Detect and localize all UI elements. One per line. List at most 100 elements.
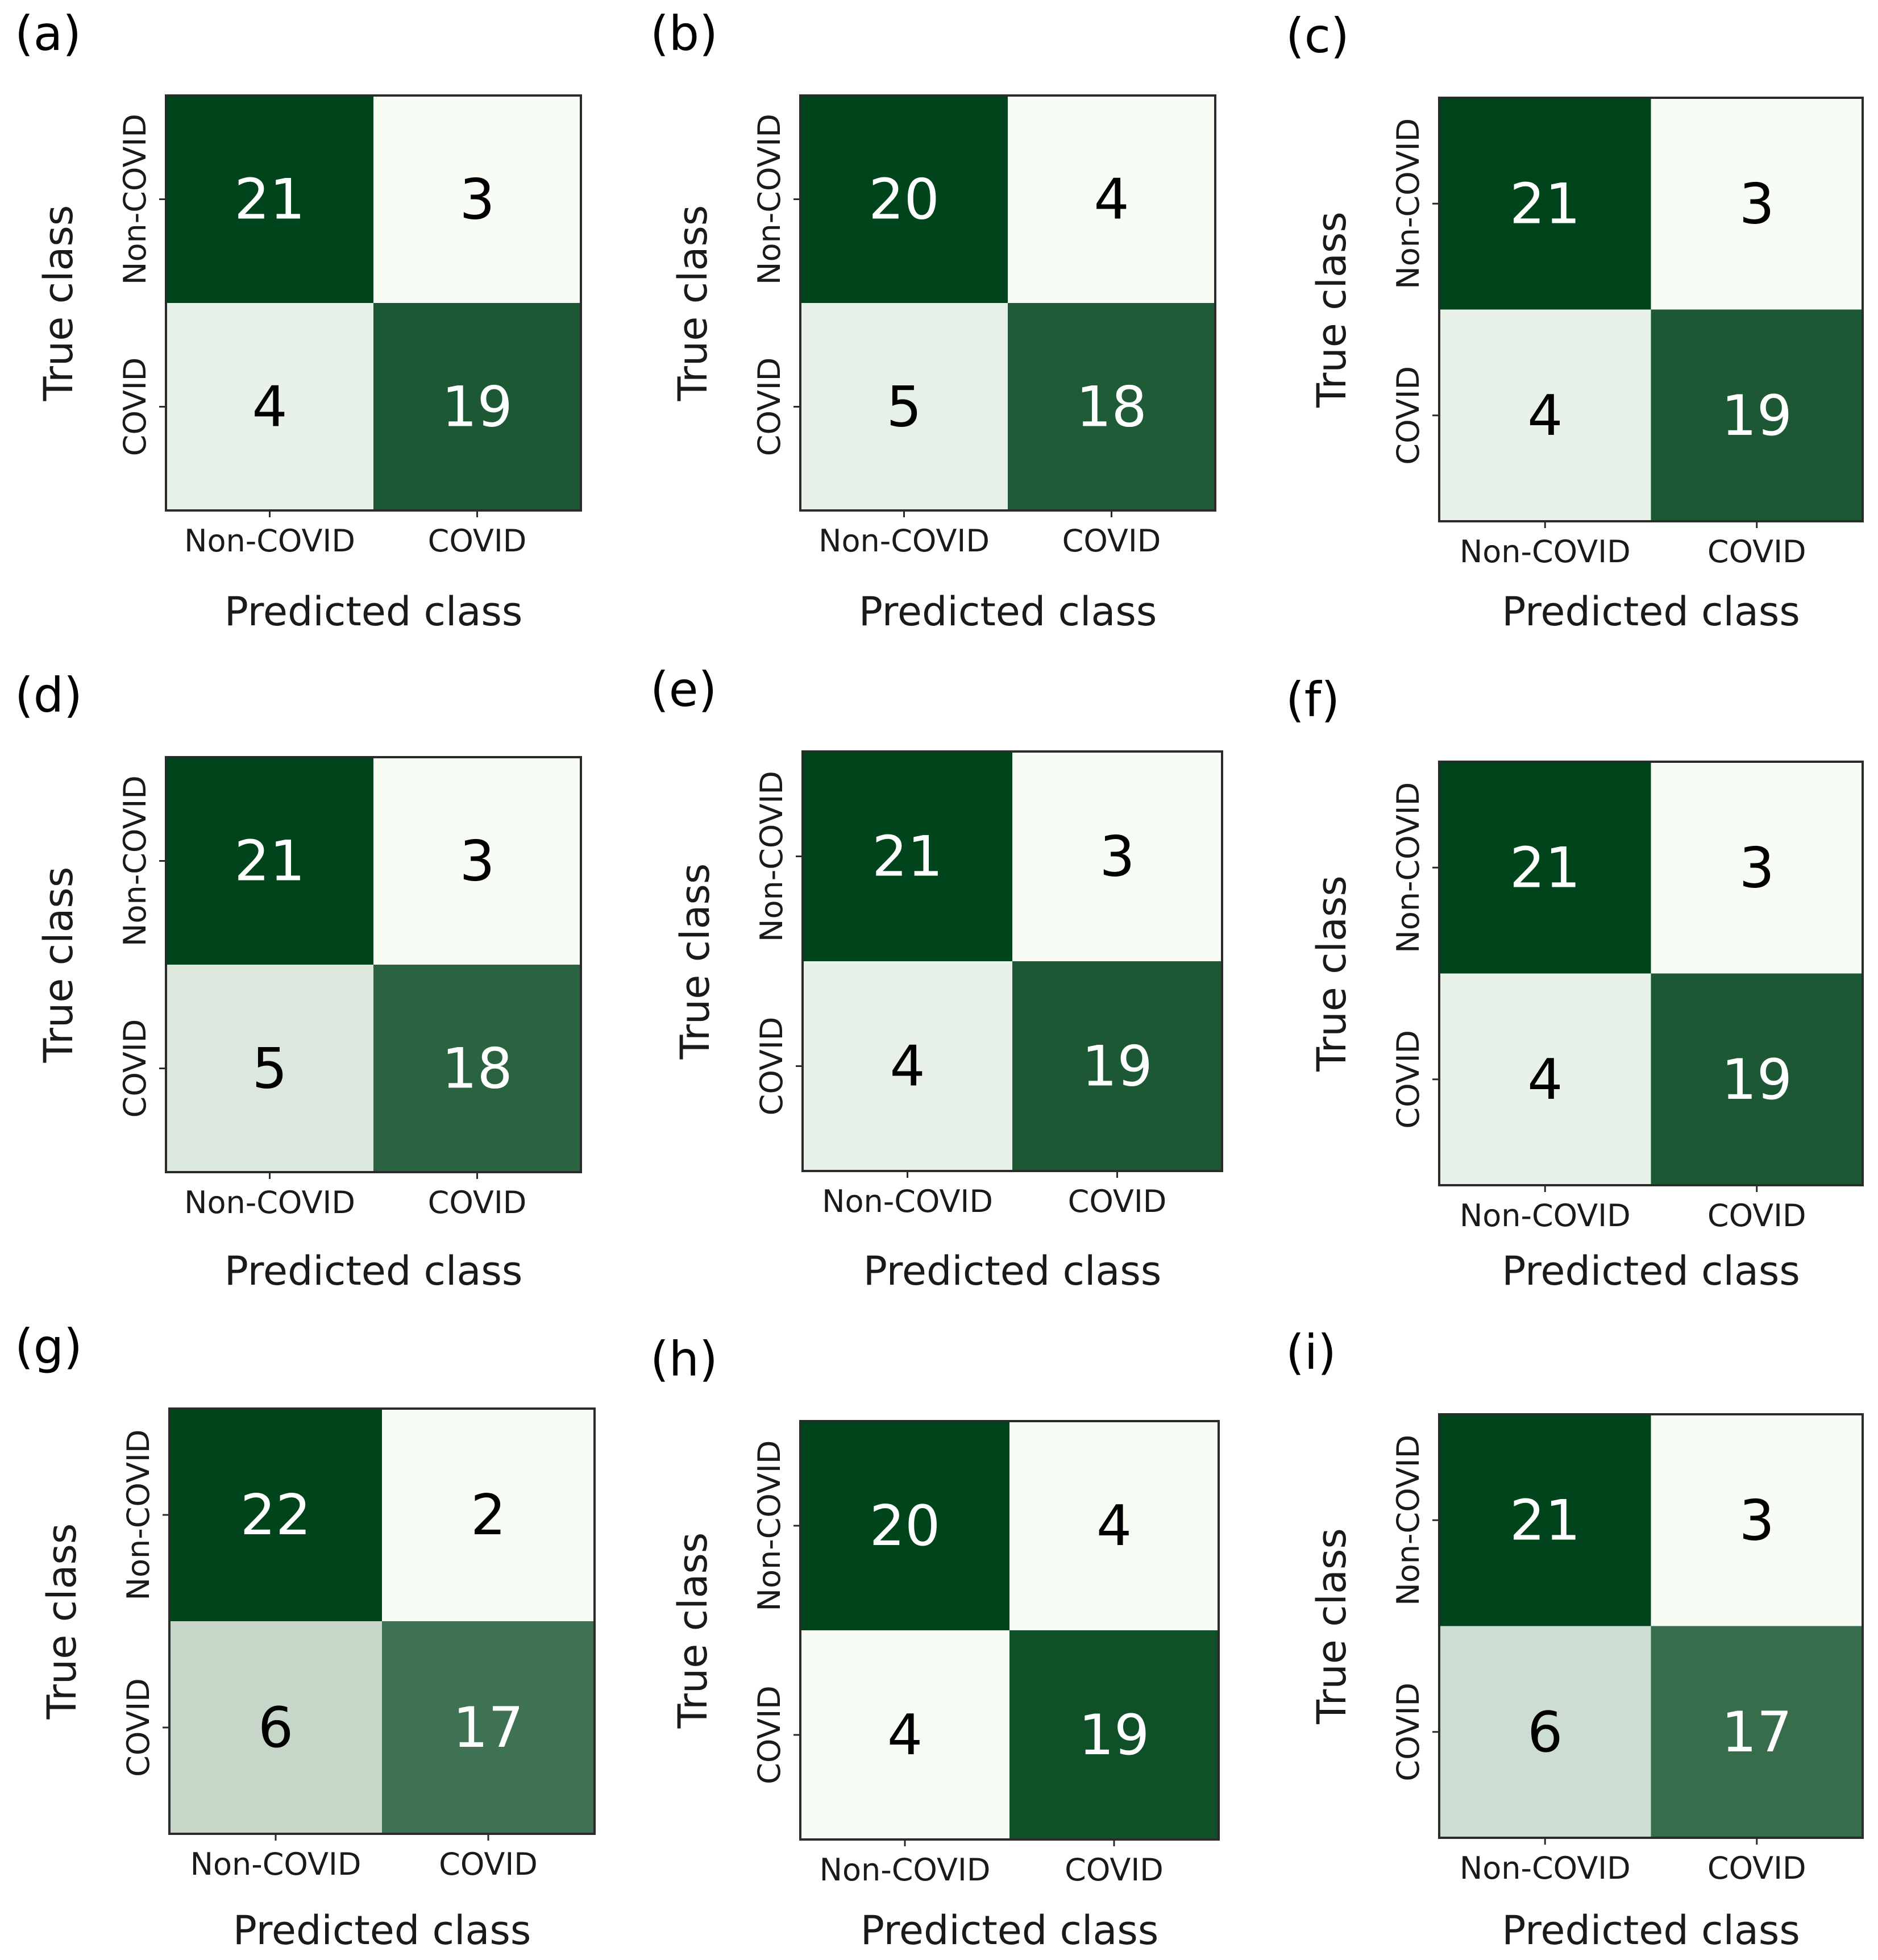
heatmap-cell [1439, 762, 1651, 974]
panel-label: (a) [15, 6, 81, 61]
cell-value-label: 4 [890, 1035, 925, 1099]
heatmap-cell [1651, 1414, 1863, 1626]
heatmap-cell [373, 95, 581, 303]
panel-label: (g) [15, 1319, 82, 1375]
heatmap-cell [803, 751, 1012, 961]
x-tick-label: Non-COVID [1460, 1850, 1631, 1886]
heatmap-cell [1439, 1626, 1651, 1838]
x-tick-label: Non-COVID [822, 1184, 993, 1219]
y-tick-label: COVID [1390, 1030, 1426, 1129]
x-tick-label: Non-COVID [184, 523, 355, 559]
cell-value-label: 4 [887, 1703, 923, 1768]
x-tick-label: Non-COVID [820, 1852, 991, 1888]
cell-value-label: 3 [1739, 172, 1775, 236]
cell-value-label: 21 [1510, 1488, 1581, 1553]
heatmap-cell [1009, 1421, 1219, 1630]
x-tick-label: Non-COVID [818, 523, 990, 559]
cell-value-label: 3 [459, 168, 495, 232]
heatmap-cell [1651, 973, 1863, 1185]
cell-value-label: 21 [1510, 172, 1581, 236]
x-tick-label: COVID [428, 523, 527, 559]
confusion-matrix-panel-h: (h) 20 4 4 19 Non-COVID COVID Non-COVID COVID Pre… [650, 1331, 1220, 1954]
x-axis-title: Predicted class [225, 1248, 523, 1294]
x-tick-label: Non-COVID [190, 1846, 362, 1882]
confusion-matrix-panel-a: (a) 21 3 4 19 Non-COVID COVID Non-COVID COVID Pre… [15, 6, 582, 635]
y-tick-label: Non-COVID [1390, 782, 1426, 953]
heatmap-cell [1651, 1626, 1863, 1838]
heatmap-cell [373, 965, 581, 1172]
y-tick-label: Non-COVID [1390, 118, 1426, 289]
heatmap-cell [373, 757, 581, 965]
heatmap-cell [1009, 1630, 1219, 1839]
heatmap-cell [166, 965, 373, 1172]
y-axis-title: True class [35, 867, 82, 1064]
cell-value-label: 18 [442, 1037, 513, 1102]
confusion-matrix-panel-c: (c) 21 3 4 19 Non-COVID COVID Non-COVID COVID Pre… [1286, 8, 1864, 635]
x-axis-title: Predicted class [861, 1907, 1159, 1954]
confusion-matrix-panel-d: (d) 21 3 5 18 Non-COVID COVID Non-COVID COVID Pre… [15, 667, 582, 1294]
x-tick-label: COVID [1707, 1198, 1806, 1234]
x-tick-label: COVID [1707, 1850, 1806, 1886]
heatmap-cell [800, 303, 1008, 510]
x-tick-label: COVID [1062, 523, 1161, 559]
x-tick-label: Non-COVID [184, 1185, 355, 1220]
heatmap-cell [1651, 762, 1863, 974]
heatmap-cell [166, 303, 373, 510]
plot-frame [1438, 97, 1864, 522]
cell-value-label: 21 [1510, 836, 1581, 900]
confusion-matrix-panel-f: (f) 21 3 4 19 Non-COVID COVID Non-COVID COVID Pre… [1286, 672, 1864, 1294]
cell-value-label: 4 [252, 375, 287, 440]
x-axis-title: Predicted class [233, 1907, 531, 1954]
y-tick-label: Non-COVID [754, 771, 790, 942]
cell-value-label: 3 [459, 829, 495, 894]
x-tick-label: COVID [1707, 534, 1806, 570]
y-tick-label: COVID [751, 1685, 787, 1784]
panel-label: (e) [650, 662, 717, 717]
heatmap-cell [800, 1630, 1009, 1839]
y-tick-label: Non-COVID [751, 114, 787, 285]
cell-value-label: 21 [872, 825, 943, 890]
heatmap-cell [169, 1409, 382, 1621]
cell-value-label: 4 [1096, 1494, 1132, 1559]
plot-frame [1438, 761, 1864, 1186]
x-tick-label: COVID [428, 1185, 527, 1220]
cell-value-label: 19 [1721, 384, 1792, 449]
x-tick-label: Non-COVID [1460, 534, 1631, 570]
confusion-matrix-panel-i: (i) 21 3 6 17 Non-COVID COVID Non-COVID COVID Pre… [1286, 1324, 1864, 1954]
plot-frame [801, 750, 1223, 1172]
cell-value-label: 6 [1527, 1700, 1563, 1765]
heatmap-cell [373, 303, 581, 510]
heatmap-cell [1012, 961, 1222, 1171]
y-tick-label: COVID [117, 1019, 153, 1118]
heatmap-cell [803, 961, 1012, 1171]
y-axis-title: True class [670, 1533, 716, 1729]
heatmap-cell [382, 1621, 595, 1834]
heatmap-cell [1439, 1414, 1651, 1626]
cell-value-label: 18 [1076, 375, 1147, 440]
cell-value-label: 4 [1527, 1048, 1563, 1112]
y-tick-label: Non-COVID [117, 775, 153, 946]
y-tick-label: COVID [751, 358, 787, 456]
heatmap-cell [1439, 973, 1651, 1185]
y-tick-label: COVID [1390, 366, 1426, 465]
plot-frame [799, 94, 1216, 512]
cell-value-label: 17 [1721, 1700, 1792, 1765]
cell-value-label: 3 [1739, 836, 1775, 900]
x-axis-title: Predicted class [225, 588, 523, 635]
y-axis-title: True class [672, 863, 718, 1060]
x-axis-title: Predicted class [1502, 1907, 1800, 1954]
x-axis-title: Predicted class [863, 1248, 1162, 1294]
x-axis-title: Predicted class [1502, 588, 1800, 635]
cell-value-label: 3 [1099, 825, 1135, 890]
y-axis-title: True class [1308, 1528, 1355, 1725]
plot-frame [168, 1407, 596, 1835]
panel-label: (d) [15, 667, 82, 723]
x-tick-label: COVID [1068, 1184, 1167, 1219]
heatmap-cell [1008, 95, 1215, 303]
cell-value-label: 5 [252, 1037, 287, 1102]
x-tick-label: Non-COVID [1460, 1198, 1631, 1234]
heatmap-cell [1651, 309, 1863, 521]
plot-frame [799, 1420, 1220, 1841]
heatmap-cell [382, 1409, 595, 1621]
